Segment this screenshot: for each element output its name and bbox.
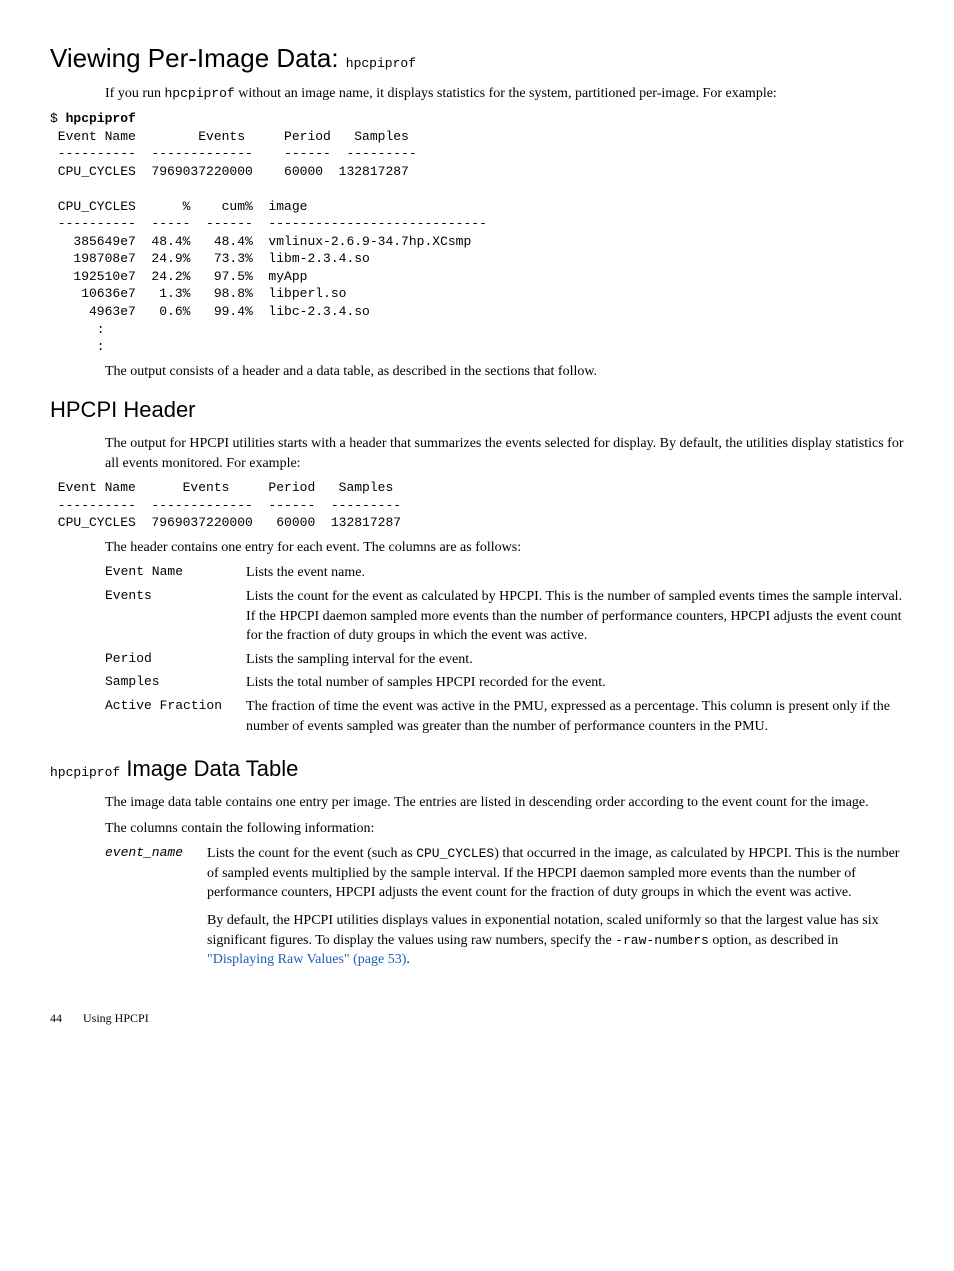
code-line: Event Name Events Period Samples <box>50 129 409 144</box>
heading-text: Viewing Per-Image Data: <box>50 43 346 73</box>
def-desc: Lists the total number of samples HPCPI … <box>246 673 904 697</box>
header-columns-table: Event Name Lists the event name. Events … <box>105 563 904 740</box>
code-line: ---------- ------------- ------ --------… <box>50 498 401 513</box>
text: option, as described in <box>709 933 838 948</box>
def-term-active-fraction: Active Fraction <box>105 697 246 740</box>
heading-hpcpi-header: HPCPI Header <box>50 395 904 426</box>
header-intro: The output for HPCPI utilities starts wi… <box>105 434 904 473</box>
intro-paragraph: If you run hpcpiprof without an image na… <box>105 84 904 104</box>
code-line: 198708e7 24.9% 73.3% libm-2.3.4.so <box>50 251 370 266</box>
section-name: Using HPCPI <box>83 1011 149 1025</box>
heading-image-data-table: hpcpiprof Image Data Table <box>50 754 904 785</box>
header-columns-intro: The header contains one entry for each e… <box>105 538 904 558</box>
page-footer: 44 Using HPCPI <box>50 1010 904 1027</box>
def-term-samples: Samples <box>105 673 246 697</box>
code-line: : <box>50 322 105 337</box>
columns-intro: The columns contain the following inform… <box>105 819 904 839</box>
code-line: : <box>50 339 105 354</box>
def-row: Active Fraction The fraction of time the… <box>105 697 904 740</box>
def-row: Period Lists the sampling interval for t… <box>105 650 904 674</box>
code-line: 385649e7 48.4% 48.4% vmlinux-2.6.9-34.7h… <box>50 234 471 249</box>
def-row: Samples Lists the total number of sample… <box>105 673 904 697</box>
code-line: Event Name Events Period Samples <box>50 480 393 495</box>
code-line: CPU_CYCLES 7969037220000 60000 132817287 <box>50 515 401 530</box>
def-term-event-name-col: event_name <box>105 844 207 974</box>
code-line: CPU_CYCLES 7969037220000 60000 132817287 <box>50 164 409 179</box>
output-description: The output consists of a header and a da… <box>105 362 904 382</box>
code-block-header-example: Event Name Events Period Samples -------… <box>50 479 904 532</box>
code-line: 10636e7 1.3% 98.8% libperl.so <box>50 286 346 301</box>
def-desc: The fraction of time the event was activ… <box>246 697 904 740</box>
def-desc: Lists the event name. <box>246 563 904 587</box>
text: . <box>406 952 410 967</box>
image-table-intro: The image data table contains one entry … <box>105 793 904 813</box>
def-row: Events Lists the count for the event as … <box>105 587 904 650</box>
code-line: CPU_CYCLES % cum% image <box>50 199 307 214</box>
heading-code: hpcpiprof <box>346 56 416 71</box>
code-line: $ <box>50 111 66 126</box>
def-desc: Lists the sampling interval for the even… <box>246 650 904 674</box>
inline-code: CPU_CYCLES <box>416 846 494 861</box>
heading-code: hpcpiprof <box>50 765 120 780</box>
inline-code: -raw-numbers <box>615 933 709 948</box>
code-line: 192510e7 24.2% 97.5% myApp <box>50 269 307 284</box>
text: Lists the count for the event (such as <box>207 846 416 861</box>
def-row: Event Name Lists the event name. <box>105 563 904 587</box>
def-term-events: Events <box>105 587 246 650</box>
link-displaying-raw-values[interactable]: "Displaying Raw Values" (page 53) <box>207 952 406 967</box>
image-columns-table: event_name Lists the count for the event… <box>105 844 904 974</box>
def-desc: Lists the count for the event (such as C… <box>207 844 904 974</box>
heading-viewing-per-image: Viewing Per-Image Data: hpcpiprof <box>50 40 904 76</box>
page-number: 44 <box>50 1010 62 1027</box>
text: If you run <box>105 86 165 101</box>
code-line: ---------- ----- ------ ----------------… <box>50 216 487 231</box>
def-term-event-name: Event Name <box>105 563 246 587</box>
code-block-hpcpiprof-output: $ hpcpiprof Event Name Events Period Sam… <box>50 110 904 356</box>
code-line: ---------- ------------- ------ --------… <box>50 146 417 161</box>
def-desc: Lists the count for the event as calcula… <box>246 587 904 650</box>
def-row: event_name Lists the count for the event… <box>105 844 904 974</box>
text: without an image name, it displays stati… <box>235 86 777 101</box>
heading-text: Image Data Table <box>120 756 298 781</box>
code-line: 4963e7 0.6% 99.4% libc-2.3.4.so <box>50 304 370 319</box>
code-command: hpcpiprof <box>66 111 136 126</box>
def-term-period: Period <box>105 650 246 674</box>
inline-code: hpcpiprof <box>165 86 235 101</box>
